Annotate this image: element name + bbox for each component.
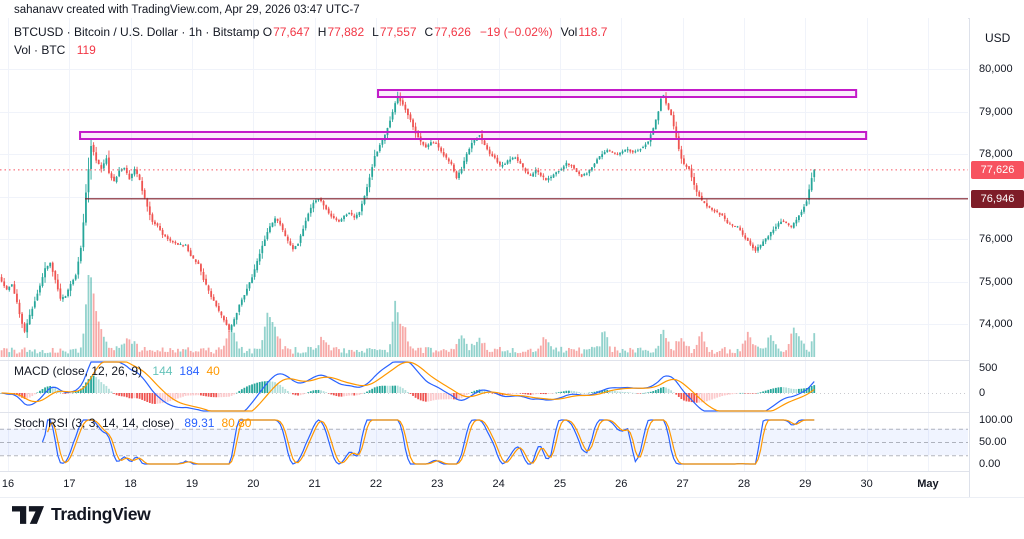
ohlc-values: O77,647 H77,882 L77,557 C77,626 −19 (−0.02%)… [263,25,608,39]
macd-study-title[interactable]: MACD (close, 12, 26, 9) [14,364,143,378]
time-tick-label: 19 [185,478,199,490]
stoch-value: 80.80 [221,416,252,430]
time-tick-label: 17 [63,478,76,490]
macd-value: 184 [179,364,200,378]
stoch-tick-label: 50.00 [979,436,1007,448]
chart-canvas[interactable] [0,18,968,471]
ohlc-label: L [372,25,379,39]
creator-watermark: sahanavv created with TradingView.com, A… [14,4,360,16]
time-tick-label: 22 [369,478,383,490]
currency-label[interactable]: USD [985,31,1011,45]
ohlc-value: 118.7 [578,25,608,39]
ohlc-value: −19 (−0.02%) [479,25,553,39]
hline-price-badge: 76,946 [971,189,1024,208]
pane-separator-time-axis [0,471,1024,472]
ohlc-value: 77,626 [434,25,471,39]
price-scale[interactable]: USD 77,626 76,946 80,000 79,000 78,000 76,0… [969,18,1024,497]
macd-value: 40 [206,364,220,378]
symbol-legend-row: BTCUSD · Bitcoin / U.S. Dollar · 1h · Bi… [14,25,607,39]
ohlc-label: H [317,25,327,39]
time-tick-label: 16 [1,478,15,490]
macd-legend-row: MACD (close, 12, 26, 9) 144 184 40 [14,364,220,378]
stoch-tick-label: 0.00 [979,458,1001,470]
stoch-value: 89.31 [184,416,215,430]
tradingview-logo[interactable]: TradingView [12,504,151,525]
volume-value: 119 [76,43,96,57]
time-tick-label: 30 [860,478,873,490]
price-tick-label: 79,000 [979,105,1013,118]
price-tick-label: 74,000 [979,318,1013,330]
macd-value: 144 [152,364,173,378]
time-tick-label: 25 [553,478,567,490]
time-tick-label: 29 [799,478,812,490]
time-tick-label: 18 [124,478,137,490]
macd-values: 144 184 40 [145,364,219,378]
ohlc-value: 77,647 [273,25,310,39]
time-tick-label: 27 [676,478,689,490]
pane-separator-macd-stoch[interactable] [0,412,1024,413]
time-tick-label: 21 [308,478,321,490]
time-tick-label: 26 [615,478,628,490]
macd-tick-label: 0 [979,387,986,399]
time-tick-label: 23 [431,478,444,490]
volume-study-title[interactable]: Vol · BTC [14,43,66,57]
last-price-badge: 77,626 [971,160,1024,179]
ohlc-value: 77,882 [327,25,365,39]
time-tick-label: May [917,478,939,490]
volume-legend-row: Vol · BTC 119 [14,43,96,57]
pane-separator-main-macd[interactable] [0,360,1024,361]
time-tick-label: 24 [492,478,505,490]
price-tick-label: 75,000 [979,275,1013,288]
price-tick-label: 78,000 [979,148,1013,160]
stoch-tick-label: 100.00 [979,414,1013,426]
ohlc-value: 77,557 [379,25,417,39]
time-tick-label: 20 [247,478,260,490]
stoch-study-title[interactable]: Stoch RSI (3, 3, 14, 14, close) [14,416,175,430]
tradingview-logo-text: TradingView [51,504,151,524]
stoch-legend-row: Stoch RSI (3, 3, 14, 14, close) 89.31 80.… [14,416,251,430]
stoch-values: 89.31 80.80 [177,416,251,430]
ohlc-label: C [424,25,434,39]
time-tick-label: 28 [737,478,751,490]
tradingview-logo-icon [12,505,44,524]
ohlc-label: Vol [560,25,578,39]
price-tick-label: 80,000 [979,63,1013,75]
macd-tick-label: 500 [979,362,998,374]
time-axis[interactable]: 16 17 18 19 20 21 22 23 24 25 26 27 28 29 30 May [0,472,968,497]
symbol-title[interactable]: BTCUSD · Bitcoin / U.S. Dollar · 1h · Bi… [14,25,260,39]
ohlc-label: O [262,25,273,39]
widget-bottom-border [0,497,1024,498]
price-tick-label: 76,000 [979,233,1013,245]
